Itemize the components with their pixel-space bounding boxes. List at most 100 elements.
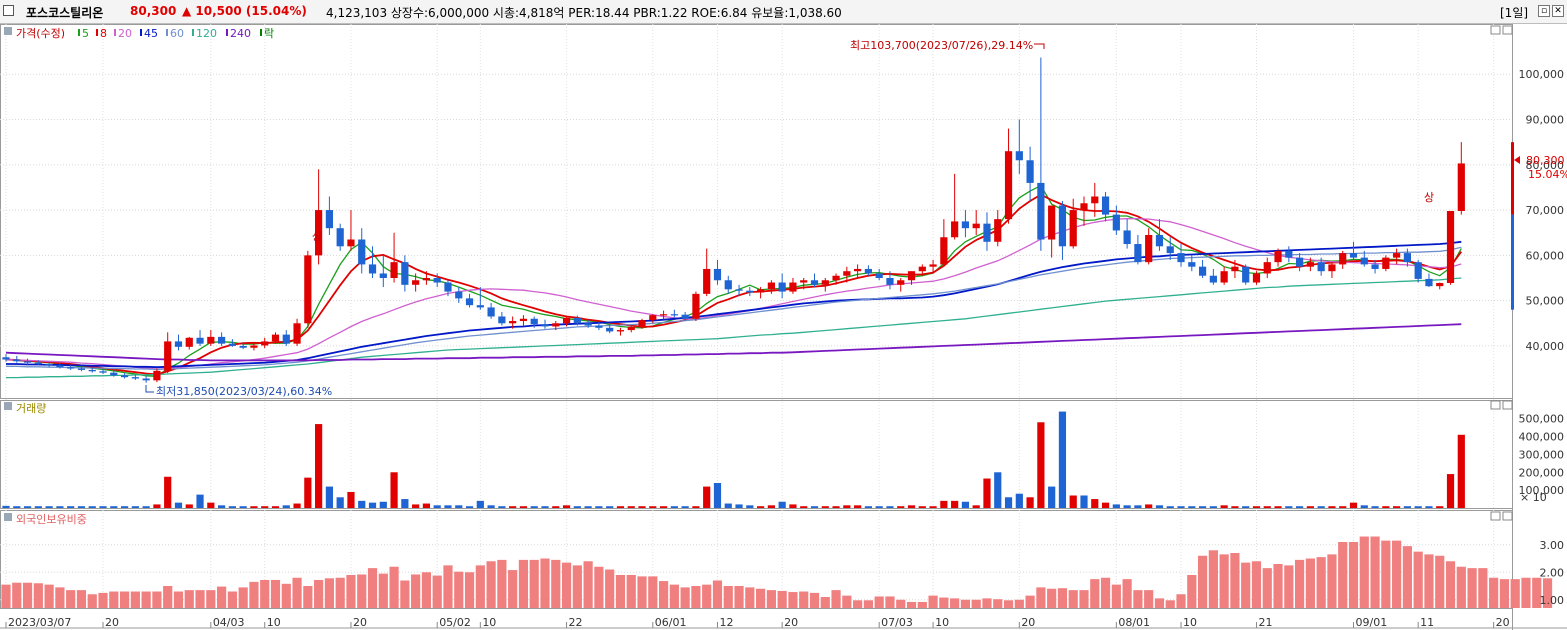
volume-bar: [228, 506, 236, 508]
candle-body: [541, 324, 549, 327]
foreign-ratio-bar: [1445, 561, 1456, 608]
volume-bar: [519, 506, 528, 508]
volume-bar: [110, 506, 118, 508]
candle: [358, 228, 366, 274]
candle-body: [45, 364, 53, 366]
volume-bar: [1263, 506, 1271, 508]
volume-bar: [983, 478, 991, 508]
volume-bar: [1317, 506, 1325, 508]
candle: [929, 259, 937, 274]
foreign-ratio-bar: [842, 595, 852, 608]
date-tick-label: 20: [1496, 616, 1510, 629]
foreign-ratio-bar: [1057, 588, 1068, 608]
candle: [1069, 198, 1077, 249]
volume-bar: [951, 500, 959, 508]
candle: [142, 376, 150, 383]
candle: [649, 314, 657, 324]
candle: [1425, 273, 1433, 288]
candle-body: [757, 289, 765, 293]
candle-body: [1112, 214, 1120, 231]
candle-body: [724, 280, 732, 290]
foreign-ratio-bar: [1154, 598, 1165, 608]
foreign-ratio-bar: [1111, 584, 1121, 608]
foreign-ratio-bar: [249, 581, 259, 608]
volume-bar: [368, 502, 377, 508]
volume-bar: [972, 505, 980, 508]
volume-bar: [541, 506, 549, 508]
volume-bar: [929, 506, 937, 508]
volume-bar: [940, 500, 948, 508]
foreign-ratio-bar: [712, 580, 723, 608]
candle-body: [1080, 203, 1088, 211]
candle-body: [110, 372, 118, 376]
date-tick-label: 11: [1420, 616, 1434, 629]
foreign-ratio-bar: [529, 559, 539, 608]
foreign-ratio-bar: [1068, 590, 1078, 608]
volume-legend: 거래량: [4, 402, 46, 415]
foreign-ratio-bar: [982, 598, 992, 608]
volume-bar: [1328, 506, 1336, 508]
candle: [56, 363, 64, 369]
candle-body: [713, 268, 722, 281]
select-checkbox[interactable]: [3, 5, 14, 16]
candle: [1371, 259, 1379, 274]
volume-bar: [864, 506, 872, 508]
candle-body: [606, 327, 614, 332]
foreign-ratio-bar: [1305, 558, 1315, 608]
candle-body: [1177, 253, 1185, 263]
candle: [218, 332, 226, 346]
candle: [961, 210, 970, 238]
foreign-ratio-bar: [184, 590, 194, 608]
foreign-ratio-bar: [1241, 562, 1251, 608]
candle: [23, 358, 32, 365]
ma-line-240: [5, 323, 1462, 362]
candle: [562, 316, 571, 327]
period-label[interactable]: [1일]: [1500, 6, 1529, 20]
candle: [1317, 257, 1325, 276]
foreign-ratio-bar: [1014, 599, 1024, 608]
candle: [1328, 262, 1336, 278]
candle-body: [1403, 253, 1411, 263]
candle: [918, 264, 926, 276]
volume-bar: [476, 500, 484, 508]
date-tick-label: 20: [353, 616, 367, 629]
legend-ma-label: 8: [100, 27, 107, 40]
candle: [940, 219, 948, 267]
candle: [864, 265, 872, 276]
last-price-label: 80,300: [1526, 154, 1565, 167]
candle: [1048, 205, 1056, 258]
up-limit-marker: 상: [312, 230, 322, 243]
legend-swatch: [96, 29, 98, 36]
volume-bar: [562, 505, 571, 508]
foreign-ratio-bar: [443, 565, 453, 608]
candle-body: [940, 237, 948, 265]
volume-bar: [347, 491, 355, 508]
candle: [1349, 241, 1358, 260]
foreign-ratio-bar: [464, 572, 475, 608]
candle-body: [164, 341, 172, 371]
date-tick-label: 09/01: [1356, 616, 1388, 629]
candle-body: [1198, 266, 1207, 276]
restore-icon[interactable]: ▫: [1538, 5, 1550, 17]
candle: [390, 232, 398, 283]
candle-body: [627, 326, 635, 331]
candle-body: [778, 282, 786, 292]
foreign-ratio-bar: [1478, 568, 1488, 608]
volume-bar: [1091, 499, 1099, 508]
title-bar: 포스코스틸리온 80,300 ▲ 10,500 (15.04%) 4,123,1…: [0, 0, 1567, 24]
close-icon[interactable]: ✕: [1552, 5, 1564, 17]
candle-body: [1166, 246, 1174, 254]
foreign-ratio-bar: [1370, 536, 1380, 608]
candle: [681, 311, 689, 322]
panel-buttons[interactable]: [1490, 25, 1513, 521]
stock-chart[interactable]: 100,000 90,000 80,000 70,000 60,000 50,000 40,…: [0, 24, 1567, 630]
foreign-ratio-bar: [1413, 551, 1423, 608]
candle: [368, 246, 377, 278]
foreign-ratio-bar: [960, 599, 971, 608]
candle: [1209, 268, 1217, 285]
candle: [1306, 257, 1314, 272]
candle: [1457, 142, 1465, 215]
foreign-ratio-bar: [615, 575, 626, 608]
ma-line-45: [6, 240, 1462, 369]
candle-body: [336, 228, 344, 247]
